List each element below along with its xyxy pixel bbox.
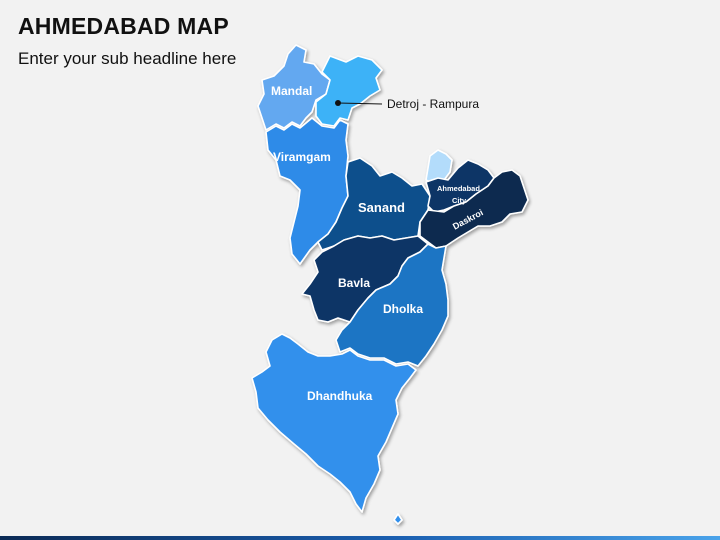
label-dholka: Dholka: [383, 302, 423, 316]
region-dholka[interactable]: [335, 243, 449, 367]
region-mandal[interactable]: [257, 44, 331, 131]
region-detroj-rampura[interactable]: [315, 55, 383, 127]
label-dhandhuka: Dhandhuka: [307, 389, 373, 403]
page-title: AHMEDABAD MAP: [18, 13, 229, 39]
page-subtitle: Enter your sub headline here: [18, 49, 237, 68]
label-mandal: Mandal: [271, 84, 312, 98]
label-bavla: Bavla: [338, 276, 370, 290]
bottom-accent-bar: [0, 536, 720, 540]
region-island: [393, 513, 403, 525]
region-daskroi[interactable]: [419, 169, 529, 249]
region-patch: [425, 149, 453, 185]
label-ahmedabad-city-2: City: [452, 196, 467, 205]
label-sanand: Sanand: [358, 200, 405, 215]
label-ahmedabad-city-1: Ahmedabad: [437, 184, 480, 193]
region-dhandhuka[interactable]: [251, 333, 417, 513]
label-detroj-rampura: Detroj - Rampura: [387, 97, 479, 111]
label-viramgam: Viramgam: [273, 150, 331, 164]
callout-line: [337, 102, 383, 105]
